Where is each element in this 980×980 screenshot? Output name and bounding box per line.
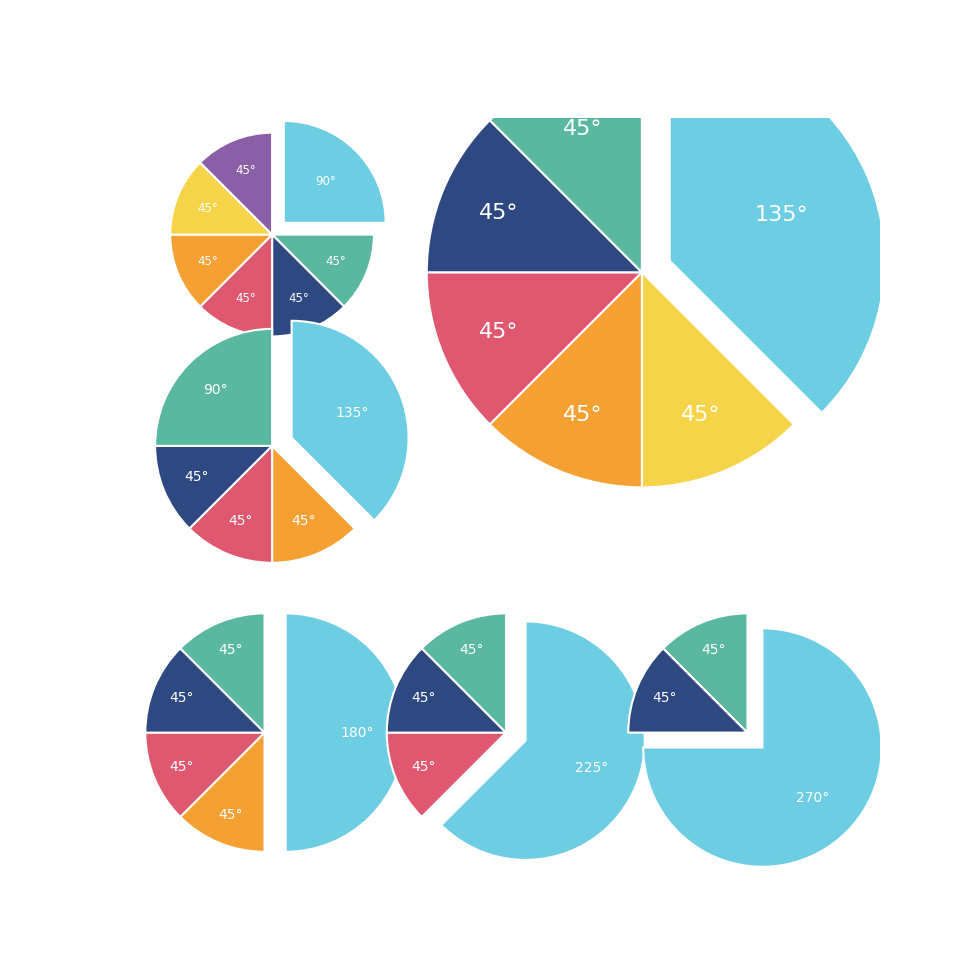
Text: 45°: 45° <box>681 406 721 425</box>
Text: 45°: 45° <box>291 514 316 528</box>
Wedge shape <box>272 446 355 563</box>
Text: 225°: 225° <box>575 761 609 775</box>
Wedge shape <box>441 621 645 859</box>
Wedge shape <box>669 46 885 413</box>
Wedge shape <box>155 446 272 528</box>
Wedge shape <box>426 272 642 424</box>
Wedge shape <box>628 649 748 733</box>
Wedge shape <box>272 234 374 307</box>
Wedge shape <box>171 234 272 307</box>
Wedge shape <box>200 234 272 336</box>
Text: 45°: 45° <box>184 470 209 484</box>
Text: 90°: 90° <box>204 382 228 397</box>
Text: 45°: 45° <box>228 514 253 528</box>
Wedge shape <box>272 234 344 336</box>
Text: 45°: 45° <box>288 292 309 305</box>
Text: 45°: 45° <box>170 760 194 774</box>
Text: 45°: 45° <box>653 691 677 706</box>
Wedge shape <box>292 320 409 520</box>
Text: 45°: 45° <box>563 120 603 139</box>
Text: 45°: 45° <box>701 643 725 657</box>
Wedge shape <box>180 613 265 733</box>
Text: 135°: 135° <box>335 406 368 419</box>
Wedge shape <box>155 329 272 446</box>
Wedge shape <box>642 272 794 487</box>
Text: 45°: 45° <box>460 643 484 657</box>
Wedge shape <box>171 163 272 234</box>
Text: 135°: 135° <box>755 205 808 224</box>
Wedge shape <box>284 121 386 222</box>
Wedge shape <box>180 733 265 852</box>
Text: 45°: 45° <box>412 691 436 706</box>
Wedge shape <box>387 733 506 817</box>
Text: 270°: 270° <box>797 791 830 806</box>
Text: 45°: 45° <box>235 292 256 305</box>
Text: 180°: 180° <box>340 725 374 740</box>
Wedge shape <box>490 272 642 487</box>
Wedge shape <box>286 613 405 852</box>
Wedge shape <box>663 613 748 733</box>
Text: 45°: 45° <box>563 406 603 425</box>
Text: 45°: 45° <box>235 164 256 177</box>
Wedge shape <box>643 628 882 866</box>
Text: 45°: 45° <box>479 321 518 342</box>
Wedge shape <box>490 57 642 272</box>
Wedge shape <box>421 613 506 733</box>
Text: 45°: 45° <box>219 808 243 822</box>
Text: 45°: 45° <box>412 760 436 774</box>
Text: 45°: 45° <box>219 643 243 657</box>
Text: 45°: 45° <box>170 691 194 706</box>
Text: 45°: 45° <box>198 202 219 215</box>
Text: 90°: 90° <box>316 174 336 187</box>
Wedge shape <box>189 446 272 563</box>
Text: 45°: 45° <box>198 255 219 268</box>
Text: 45°: 45° <box>325 255 347 268</box>
Text: 45°: 45° <box>479 203 518 223</box>
Wedge shape <box>387 649 506 733</box>
Wedge shape <box>427 121 642 272</box>
Wedge shape <box>145 649 265 733</box>
Wedge shape <box>200 132 272 234</box>
Wedge shape <box>145 733 265 817</box>
